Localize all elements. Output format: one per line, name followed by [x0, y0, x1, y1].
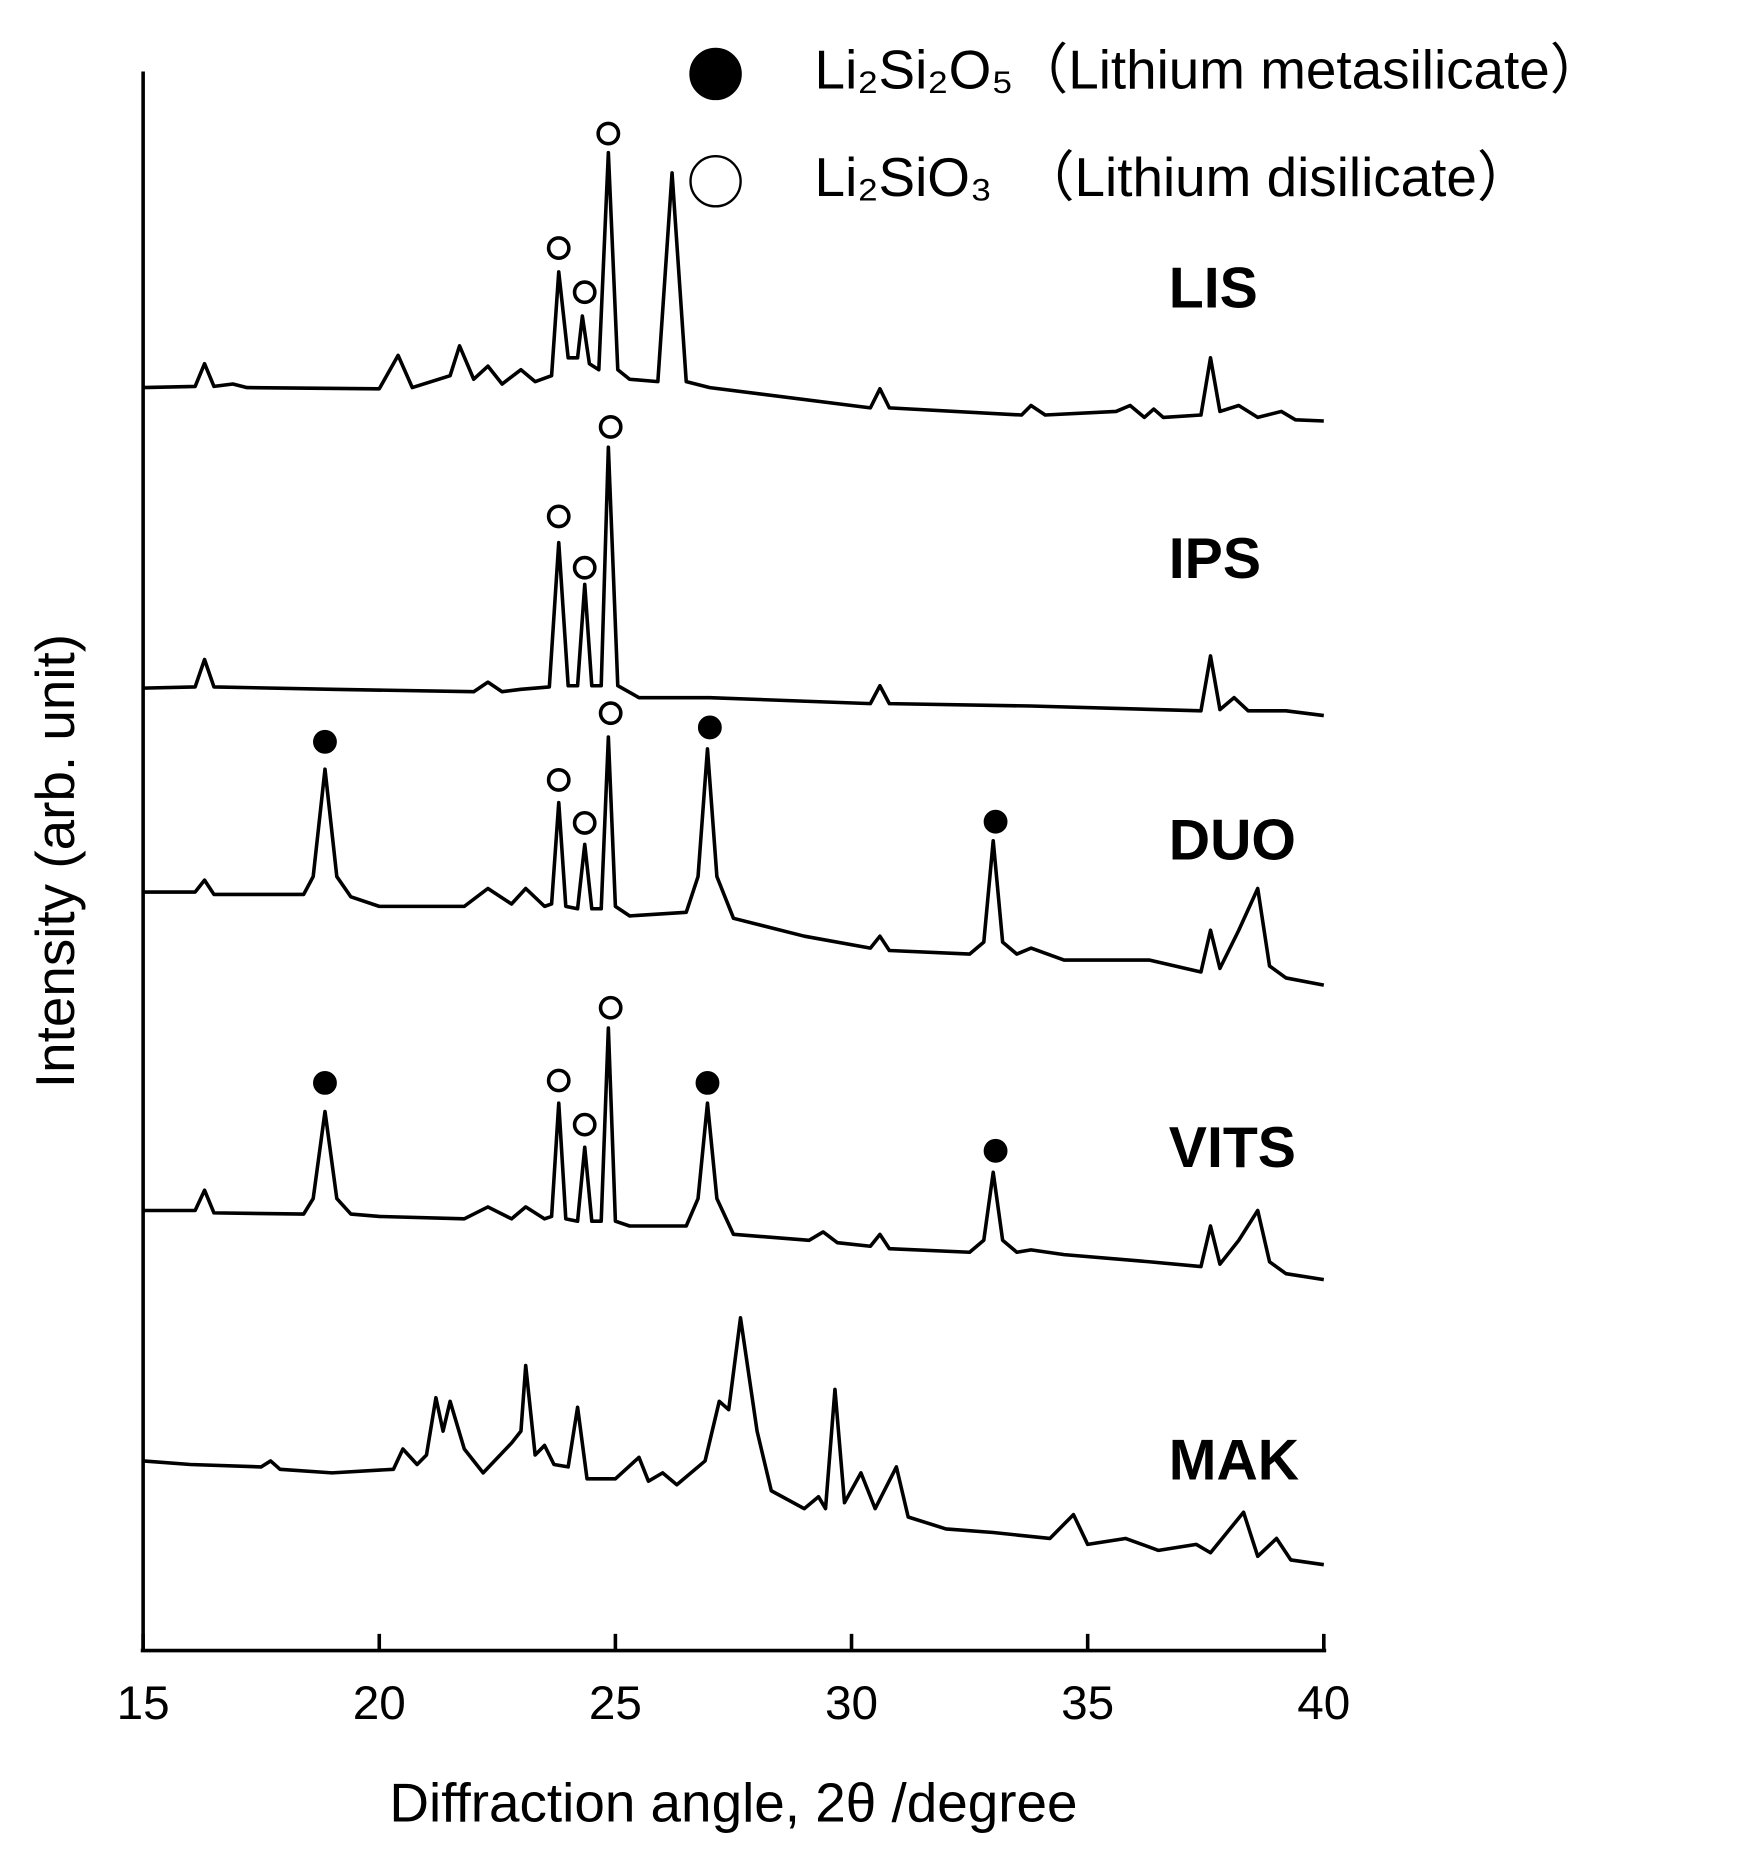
xrd-trace [143, 735, 1325, 987]
phase-marker [546, 504, 571, 529]
phase-marker [983, 809, 1008, 834]
phase-marker [596, 121, 621, 146]
phase-marker [313, 1070, 337, 1095]
phase-marker [598, 415, 623, 439]
series-label: IPS [1169, 527, 1261, 591]
phase-marker [598, 701, 623, 726]
x-axis-title: Diffraction angle, 2θ /degree [389, 1771, 1077, 1833]
phase-marker [572, 280, 597, 305]
phase-marker [546, 768, 571, 792]
x-tick-label: 35 [1061, 1677, 1114, 1730]
series-label: LIS [1169, 256, 1258, 320]
x-tick-label: 30 [825, 1677, 878, 1730]
xrd-trace [142, 1316, 1325, 1567]
xrd-trace [143, 445, 1325, 718]
series-label: DUO [1169, 808, 1296, 872]
phase-marker [546, 236, 571, 260]
xrd-trace [143, 150, 1324, 423]
x-tick-label: 20 [353, 1677, 406, 1730]
phase-marker [572, 810, 597, 835]
phase-marker [313, 729, 337, 754]
phase-marker [983, 1138, 1008, 1163]
legend-label: Li₂Si₂O₅（Lithium metasilicate） [815, 38, 1605, 100]
legend-symbol [689, 155, 742, 208]
x-tick-label: 15 [117, 1677, 170, 1730]
x-tick-label: 40 [1297, 1677, 1350, 1730]
phase-marker [572, 555, 597, 580]
series-label: VITS [1169, 1116, 1296, 1180]
y-axis-title: Intensity (arb. unit) [24, 634, 86, 1088]
phase-marker [572, 1112, 597, 1137]
phase-marker [697, 715, 722, 740]
legend-label: Li₂SiO₃ （Lithium disilicate） [815, 146, 1532, 208]
x-tick-label: 25 [589, 1677, 642, 1730]
phase-marker [598, 995, 623, 1020]
legend-symbol [689, 47, 742, 101]
series-label: MAK [1169, 1429, 1299, 1493]
phase-marker [695, 1070, 720, 1095]
xrd-trace [143, 1026, 1325, 1282]
phase-marker [546, 1068, 571, 1093]
